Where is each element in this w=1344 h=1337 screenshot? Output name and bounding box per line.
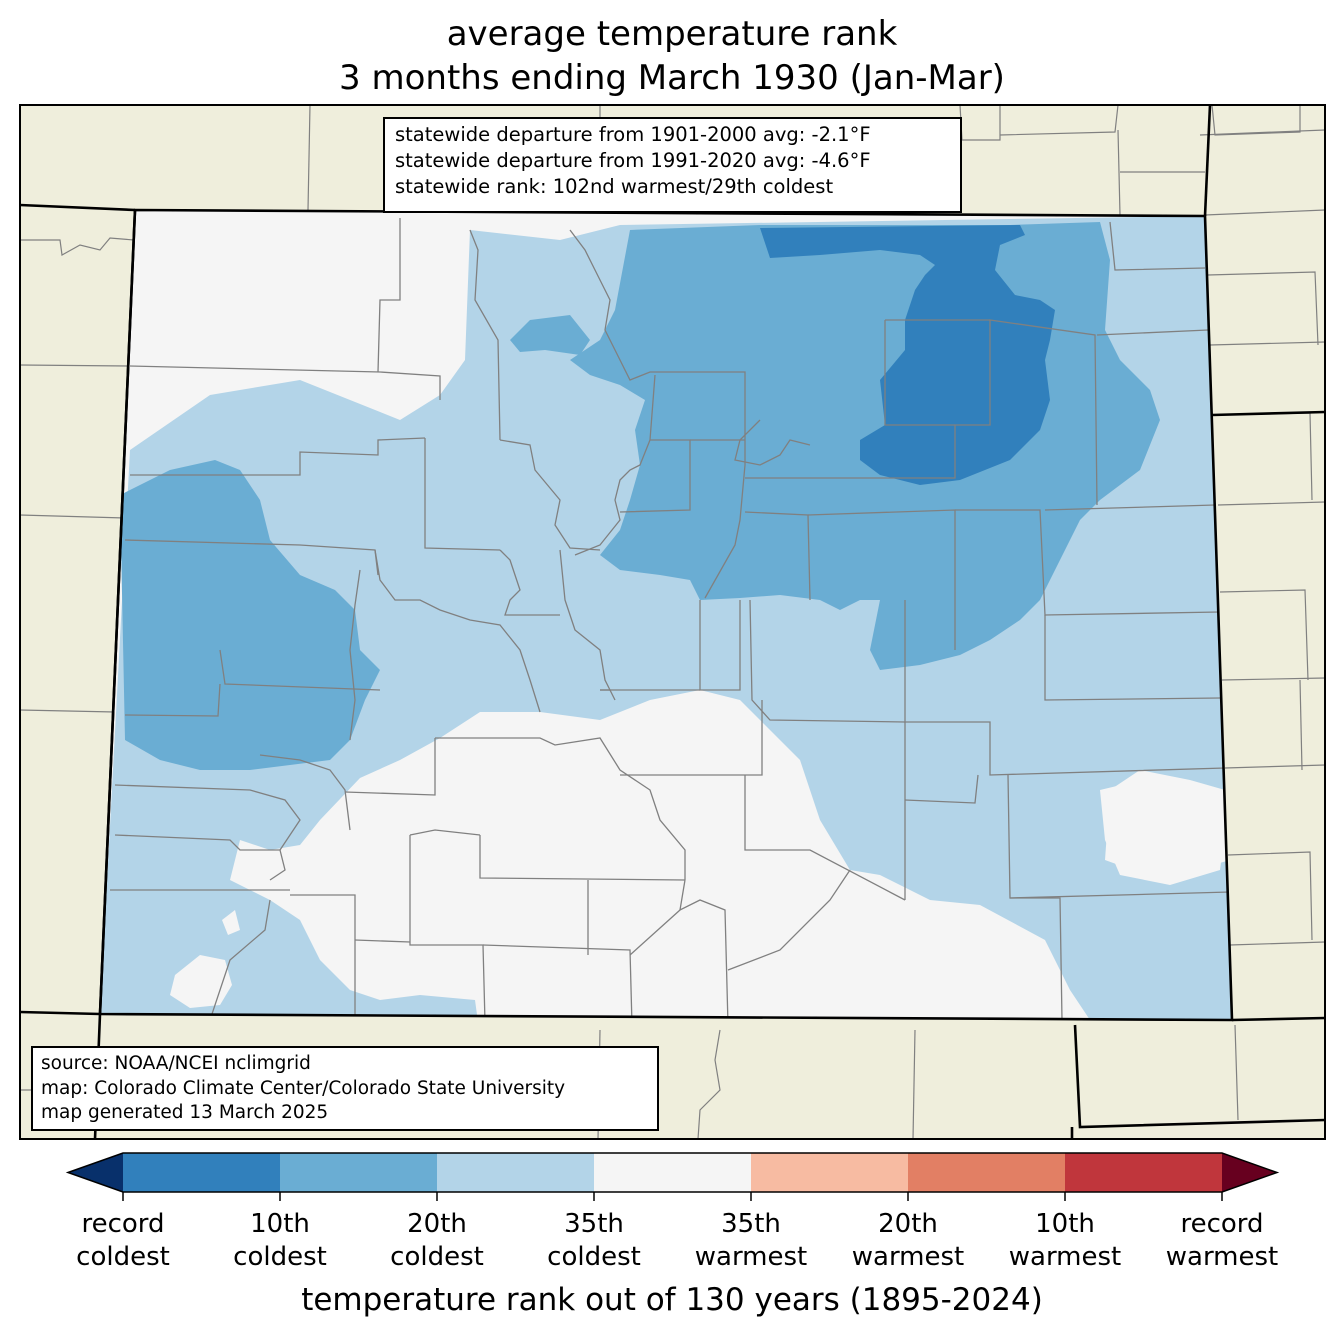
stats-line-3: statewide rank: 102nd warmest/29th colde… xyxy=(395,175,834,198)
colorbar-segment xyxy=(751,1153,909,1192)
source-line-1: source: NOAA/NCEI nclimgrid xyxy=(41,1053,311,1074)
colorado-rank-shading xyxy=(100,210,1232,1020)
map-title-line-1: average temperature rank xyxy=(446,14,898,54)
colorbar-segment xyxy=(908,1153,1066,1192)
colorbar-title: temperature rank out of 130 years (1895-… xyxy=(301,1282,1043,1318)
colorbar-tick-label: 20th coldest xyxy=(390,1209,484,1272)
source-line-3: map generated 13 March 2025 xyxy=(41,1102,329,1123)
colorbar-tick-label: 35th coldest xyxy=(547,1209,641,1272)
stats-line-1: statewide departure from 1901-2000 avg: … xyxy=(395,123,871,146)
source-line-2: map: Colorado Climate Center/Colorado St… xyxy=(41,1077,566,1099)
county-lines xyxy=(110,218,1231,1020)
source-box: source: NOAA/NCEI nclimgrid map: Colorad… xyxy=(31,1046,659,1131)
colorbar-segment xyxy=(280,1153,438,1192)
colorbar-extend-low xyxy=(68,1153,123,1192)
colorbar-tick-label: 10th coldest xyxy=(233,1209,327,1272)
colorbar-segment xyxy=(123,1153,281,1192)
colorbar-segment xyxy=(437,1153,595,1192)
colorbar-tick-label: 10th warmest xyxy=(1008,1209,1122,1272)
map-title-line-2: 3 months ending March 1930 (Jan-Mar) xyxy=(339,58,1005,98)
stats-line-2: statewide departure from 1991-2020 avg: … xyxy=(395,149,871,172)
colorbar-tick-label: 35th warmest xyxy=(694,1209,808,1272)
colorbar-segment xyxy=(594,1153,752,1192)
stats-box: statewide departure from 1901-2000 avg: … xyxy=(383,117,962,213)
colorbar xyxy=(65,1152,1280,1201)
map-frame xyxy=(19,104,1326,1140)
colorbar-tick-label: record warmest xyxy=(1165,1209,1279,1272)
colorbar-segment xyxy=(1065,1153,1223,1192)
colorbar-tick-label: record coldest xyxy=(76,1209,170,1272)
colorbar-tick-label: 20th warmest xyxy=(851,1209,965,1272)
colorbar-extend-high xyxy=(1222,1153,1277,1192)
